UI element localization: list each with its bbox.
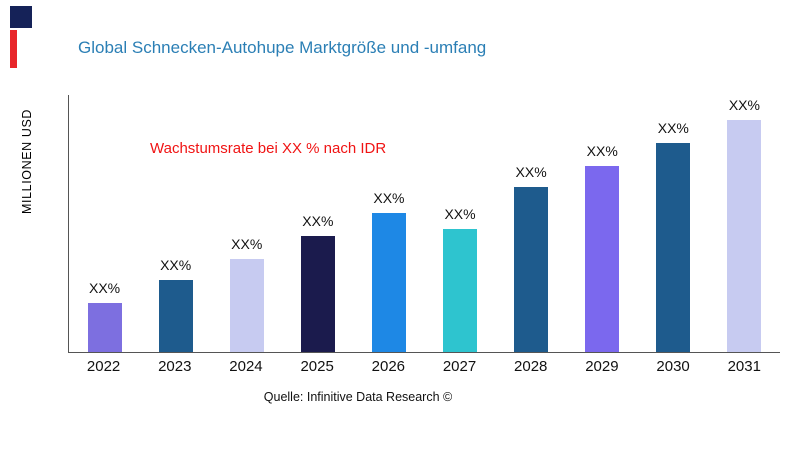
bar-2031 (727, 120, 762, 352)
bar-2025 (300, 236, 335, 352)
x-tick-label: 2031 (727, 358, 761, 375)
bar-value-label: XX% (657, 120, 689, 136)
x-tick-label: 2030 (656, 358, 690, 375)
bar-2027 (443, 229, 478, 352)
y-axis-label: MILLIONEN USD (20, 108, 34, 214)
x-tick-label: 2028 (514, 358, 548, 375)
x-tick-label: 2022 (86, 358, 121, 375)
bar-column-2024: XX% (211, 95, 282, 352)
x-axis-ticks: 2022 2023 2024 2025 2026 2027 2028 2029 2030 2031 (68, 358, 780, 375)
bar-2023 (158, 280, 193, 352)
bar-column-2026: XX% (353, 95, 424, 352)
bar-column-2030: XX% (638, 95, 709, 352)
bar-2030 (656, 143, 691, 352)
x-tick-label: 2026 (371, 358, 406, 375)
bar-column-2028: XX% (496, 95, 567, 352)
bar-value-label: XX% (728, 97, 760, 113)
bar-value-label: XX% (444, 206, 476, 222)
bar-column-2022: XX% (69, 95, 140, 352)
bar-value-label: XX% (515, 164, 547, 180)
x-tick-label: 2027 (442, 358, 477, 375)
bar-2024 (229, 259, 264, 352)
logo-mark-square (10, 6, 32, 28)
bar-value-label: XX% (88, 280, 121, 296)
bar-value-label: XX% (231, 236, 263, 252)
bar-column-2025: XX% (282, 95, 353, 352)
plot-area: XX% XX% XX% XX% XX% XX% XX% XX% XX% XX% (68, 95, 780, 353)
bar-2028 (514, 187, 549, 352)
bar-2022 (87, 303, 122, 352)
bar-value-label: XX% (160, 257, 192, 273)
source-caption: Quelle: Infinitive Data Research © (263, 390, 453, 404)
bar-column-2027: XX% (424, 95, 495, 352)
bar-value-label: XX% (373, 190, 405, 206)
x-tick-label: 2025 (300, 358, 334, 375)
bar-column-2031: XX% (709, 95, 780, 352)
x-tick-label: 2024 (229, 358, 263, 375)
bar-value-label: XX% (586, 143, 618, 159)
bar-2029 (585, 166, 620, 352)
x-tick-label: 2023 (158, 358, 192, 375)
logo-mark-red-bar (10, 30, 17, 68)
growth-rate-annotation: Wachstumsrate bei XX % nach IDR (150, 140, 387, 157)
bar-column-2029: XX% (567, 95, 638, 352)
x-tick-label: 2029 (585, 358, 619, 375)
bar-2026 (371, 213, 406, 352)
chart-title: Global Schnecken-Autohupe Marktgröße und… (78, 38, 487, 57)
bar-column-2023: XX% (140, 95, 211, 352)
bar-value-label: XX% (302, 213, 334, 229)
